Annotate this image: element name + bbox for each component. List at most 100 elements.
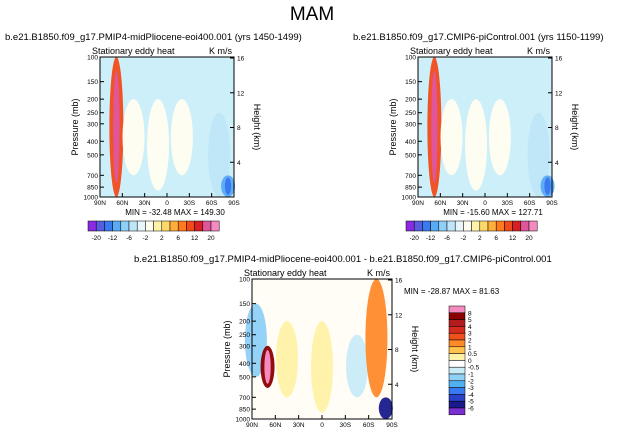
- y-tick-label: 300: [405, 121, 416, 128]
- colorbar-label: -0.5: [468, 365, 480, 372]
- y-axis-label: Pressure (mb): [388, 98, 398, 155]
- subtitle-right: K m/s: [527, 46, 551, 56]
- y-tick-label: 850: [239, 407, 250, 414]
- x-tick-label: 90N: [246, 422, 258, 429]
- y-right-tick-label: 8: [395, 347, 399, 354]
- y-right-tick-label: 8: [555, 125, 559, 132]
- y-right-tick-label: 12: [237, 90, 245, 97]
- contour-feature: [122, 99, 145, 176]
- y-right-tick-label: 12: [395, 312, 403, 319]
- colorbar-swatch: [194, 220, 204, 232]
- figure-title: MAM: [289, 4, 335, 25]
- colorbar-swatch: [210, 220, 220, 232]
- y-right-tick-label: 4: [555, 160, 559, 167]
- y-tick-label: 100: [405, 55, 416, 62]
- heatmap-panel-top-right: Stationary eddy heat K m/s 90N 60N 30N 0 30S 60…: [388, 46, 580, 217]
- colorbar-swatch: [487, 220, 497, 232]
- colorbar-swatch: [448, 346, 466, 354]
- panel-title-difference: b.e21.B1850.f09_g17.PMIP4-midPliocene-eo…: [134, 254, 552, 265]
- colorbar-swatch: [454, 220, 464, 232]
- colorbar-swatch: [448, 407, 466, 416]
- colorbar-swatch: [479, 220, 489, 232]
- y-tick-label: 300: [87, 121, 98, 128]
- colorbar-swatch: [448, 326, 466, 334]
- colorbar-swatch: [448, 400, 466, 409]
- y-tick-label: 1000: [236, 417, 251, 424]
- y-tick-label: 100: [239, 277, 250, 284]
- y-right-tick-label: 16: [237, 56, 245, 63]
- colorbar-label: 0: [468, 358, 472, 365]
- colorbar-swatch: [520, 220, 530, 232]
- colorbar-label: 8: [468, 310, 472, 317]
- y-tick-label: 700: [405, 173, 416, 180]
- colorbar-swatch: [448, 332, 466, 341]
- y-axis-label: Pressure (mb): [70, 98, 80, 155]
- colorbar-label: -5: [468, 399, 474, 406]
- x-tick-label: 30N: [139, 200, 151, 207]
- x-tick-label: 30N: [293, 422, 305, 429]
- y-axis-label: Pressure (mb): [222, 320, 232, 377]
- colorbar-swatch: [104, 220, 113, 232]
- x-tick-label: 30S: [340, 422, 352, 429]
- y-tick-label: 1000: [402, 195, 417, 202]
- colorbar-swatch: [186, 220, 195, 232]
- x-tick-label: 0: [165, 200, 169, 207]
- colorbar-label: -20: [91, 235, 101, 242]
- x-tick-label: 60N: [116, 200, 128, 207]
- colorbar-swatch: [95, 220, 105, 232]
- x-tick-label: 60N: [434, 200, 446, 207]
- colorbar-label: -12: [108, 235, 118, 242]
- colorbar-label: -2: [143, 235, 149, 242]
- y-tick-label: 250: [87, 110, 98, 117]
- colorbar-swatch: [448, 373, 466, 382]
- y-right-tick-label: 4: [237, 160, 241, 167]
- colorbar-swatch: [430, 220, 440, 232]
- colorbar-label: 2: [160, 235, 164, 242]
- x-tick-label: 0: [483, 200, 487, 207]
- contour-feature: [346, 334, 368, 398]
- colorbar-swatch: [528, 220, 538, 232]
- contour-feature: [170, 99, 193, 176]
- colorbar-swatch: [128, 220, 138, 232]
- colorbar-swatch: [446, 220, 456, 232]
- colorbar-swatch: [136, 220, 146, 232]
- colorbar-label: -6: [468, 406, 474, 413]
- colorbar-label: -2: [461, 235, 467, 242]
- subtitle-right: K m/s: [209, 46, 233, 56]
- colorbar-swatch: [169, 220, 179, 232]
- x-tick-label: 90S: [386, 422, 398, 429]
- y-right-axis-label: Height (km): [570, 104, 580, 151]
- y-tick-label: 400: [239, 361, 250, 368]
- panel-title-top-left: b.e21.B1850.f09_g17.PMIP4-midPliocene-eo…: [5, 32, 302, 43]
- colorbar-swatch: [145, 220, 154, 232]
- y-tick-label: 250: [405, 110, 416, 117]
- y-tick-label: 200: [87, 97, 98, 104]
- colorbar-swatch: [438, 220, 448, 232]
- colorbar-swatch: [448, 319, 466, 327]
- y-tick-label: 200: [239, 319, 250, 326]
- y-right-tick-label: 16: [395, 278, 403, 285]
- subtitle-left: Stationary eddy heat: [410, 46, 493, 56]
- colorbar-swatch: [202, 220, 212, 232]
- heatmap-panel-top-left: Stationary eddy heat K m/s 90N 60N 30N 0 30S 60…: [70, 46, 262, 217]
- contour-feature-core: [431, 71, 438, 183]
- colorbar-swatch: [161, 220, 171, 232]
- y-tick-label: 150: [405, 79, 416, 86]
- stats-label: MIN = -28.87 MAX = 81.63: [404, 287, 500, 296]
- y-right-axis-label: Height (km): [252, 104, 262, 151]
- y-tick-label: 700: [87, 173, 98, 180]
- x-tick-label: 90S: [228, 200, 240, 207]
- subtitle-left: Stationary eddy heat: [244, 268, 327, 278]
- contour-feature: [311, 321, 333, 413]
- contour-feature: [365, 279, 388, 398]
- y-right-tick-label: 12: [555, 90, 563, 97]
- contour-feature-core: [224, 177, 232, 195]
- y-tick-label: 250: [239, 332, 250, 339]
- x-tick-label: 90N: [94, 200, 106, 207]
- colorbar-swatch: [471, 220, 481, 232]
- colorbar-label: 5: [468, 317, 472, 324]
- contour-feature-core: [544, 177, 551, 195]
- colorbar-swatch: [448, 339, 466, 348]
